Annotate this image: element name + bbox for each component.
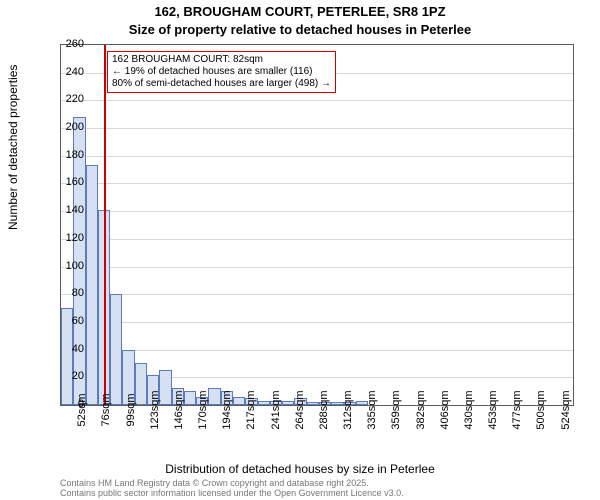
gridline [61,350,573,351]
gridline [61,267,573,268]
gridline [61,294,573,295]
x-tick: 146sqm [173,390,185,429]
histogram-bar [208,388,220,405]
chart-title-main: 162, BROUGHAM COURT, PETERLEE, SR8 1PZ [0,4,600,19]
x-tick: 312sqm [342,390,354,429]
y-tick: 200 [54,121,84,133]
x-tick: 453sqm [487,390,499,429]
callout-box: 162 BROUGHAM COURT: 82sqm← 19% of detach… [107,51,336,93]
gridline [61,100,573,101]
gridline [61,183,573,184]
x-tick: 288sqm [318,390,330,429]
x-tick: 170sqm [197,390,209,429]
x-tick: 264sqm [294,390,306,429]
x-tick: 382sqm [415,390,427,429]
y-tick: 100 [54,260,84,272]
callout-line: 80% of semi-detached houses are larger (… [112,78,331,90]
y-tick: 120 [54,232,84,244]
plot-area: 162 BROUGHAM COURT: 82sqm← 19% of detach… [60,44,574,406]
y-tick: 40 [54,343,84,355]
x-axis-label: Distribution of detached houses by size … [0,462,600,476]
histogram-bar [258,401,270,405]
x-tick: 194sqm [221,390,233,429]
gridline [61,211,573,212]
callout-line: 162 BROUGHAM COURT: 82sqm [112,54,331,66]
x-tick: 123sqm [149,390,161,429]
x-tick: 241sqm [270,390,282,429]
histogram-bar [159,370,171,405]
footer-line-2: Contains public sector information licen… [60,488,404,498]
y-tick: 140 [54,204,84,216]
y-tick: 180 [54,149,84,161]
x-tick: 500sqm [535,390,547,429]
histogram-bar [110,294,122,405]
gridline [61,322,573,323]
histogram-bar [233,397,245,405]
footer-line-1: Contains HM Land Registry data © Crown c… [60,478,404,488]
property-marker-line [104,45,106,405]
x-tick: 406sqm [439,390,451,429]
callout-line: ← 19% of detached houses are smaller (11… [112,66,331,78]
y-tick: 260 [54,38,84,50]
footer-attribution: Contains HM Land Registry data © Crown c… [60,478,404,498]
x-tick: 217sqm [245,390,257,429]
x-tick: 524sqm [560,390,572,429]
y-tick: 60 [54,315,84,327]
x-tick: 359sqm [390,390,402,429]
x-tick: 477sqm [511,390,523,429]
histogram-bar [282,401,294,405]
gridline [61,239,573,240]
histogram-bar [86,165,98,405]
y-axis-label: Number of detached properties [6,65,20,230]
x-tick: 430sqm [463,390,475,429]
x-tick: 76sqm [100,393,112,426]
x-tick: 99sqm [125,393,137,426]
gridline [61,128,573,129]
gridline [61,156,573,157]
y-tick: 160 [54,176,84,188]
histogram-bar [184,391,196,405]
x-tick: 52sqm [76,393,88,426]
y-tick: 220 [54,93,84,105]
x-tick: 335sqm [366,390,378,429]
y-tick: 20 [54,370,84,382]
chart-title-sub: Size of property relative to detached ho… [0,22,600,37]
y-tick: 80 [54,287,84,299]
y-tick: 240 [54,66,84,78]
